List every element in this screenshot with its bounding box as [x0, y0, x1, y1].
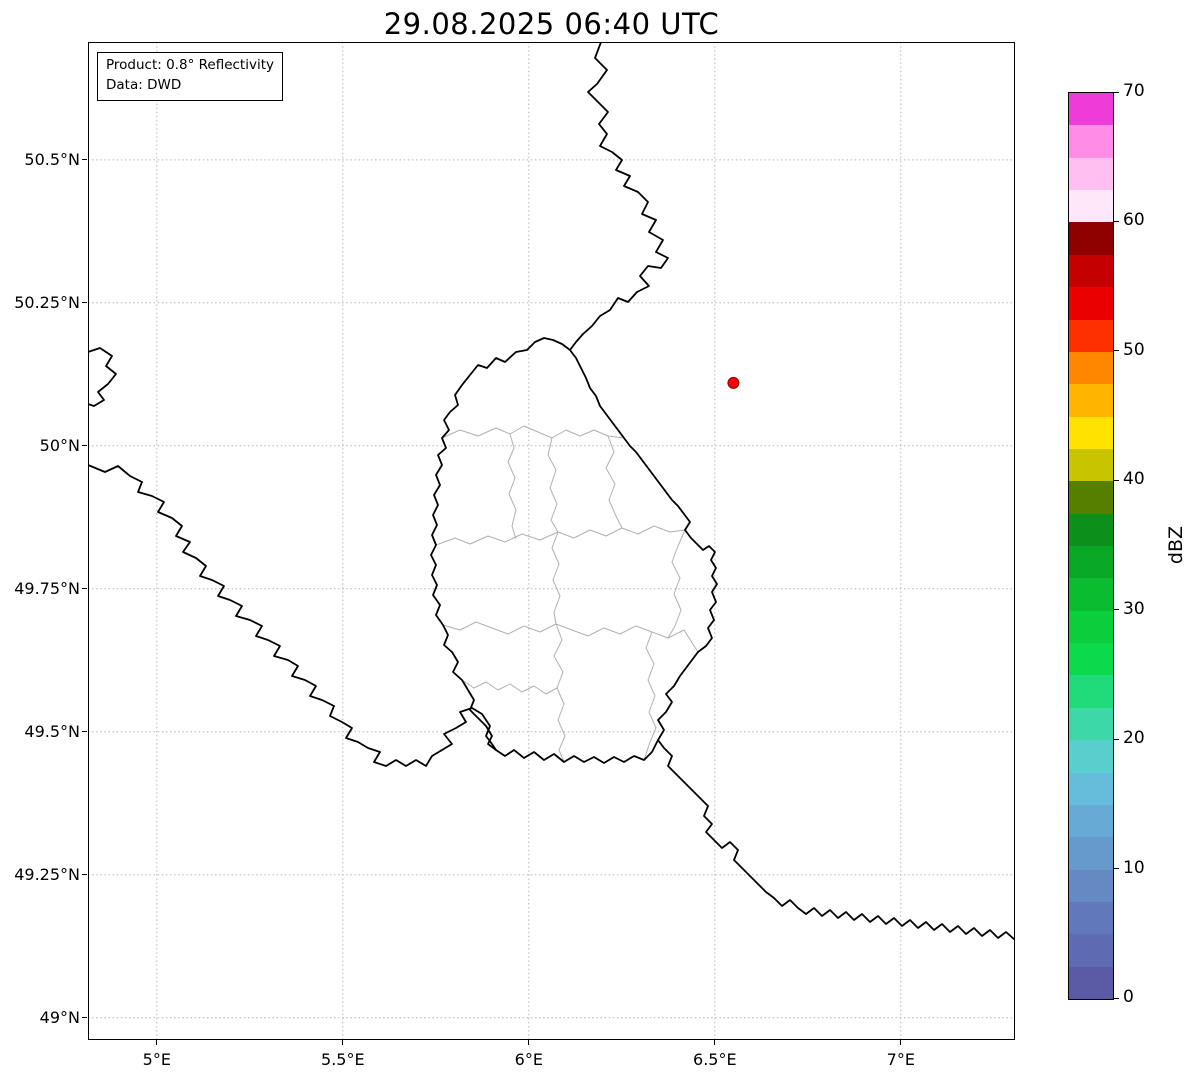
- y-axis-tick-label: 49°N: [39, 1007, 80, 1027]
- colorbar-segment: [1069, 772, 1113, 805]
- border-france-germany: [657, 739, 1015, 941]
- colorbar-segment: [1069, 481, 1113, 514]
- border-belgium-germany: [569, 42, 669, 351]
- colorbar-segment: [1069, 190, 1113, 223]
- y-axis-tick: [82, 588, 87, 590]
- y-axis-tick: [82, 302, 87, 304]
- colorbar-segment: [1069, 125, 1113, 158]
- colorbar-tick: [1114, 350, 1119, 352]
- colorbar-segment: [1069, 384, 1113, 417]
- gridlines-layer: [88, 42, 1015, 1040]
- x-axis-tick-label: 6.5°E: [693, 1050, 737, 1069]
- colorbar-tick-label: 70: [1123, 81, 1145, 101]
- colorbar-segment: [1069, 448, 1113, 482]
- map-plot-area: Product: 0.8° Reflectivity Data: DWD: [88, 42, 1015, 1040]
- y-axis-tick: [82, 445, 87, 447]
- colorbar-tick: [1114, 609, 1119, 611]
- colorbar-segment: [1069, 254, 1113, 288]
- y-axis-tick-label: 50.5°N: [24, 149, 80, 169]
- colorbar-axis-label: dBZ: [1165, 525, 1187, 565]
- colorbar-tick-label: 60: [1123, 210, 1145, 231]
- colorbar: [1068, 92, 1114, 1000]
- x-axis-tick: [900, 1040, 902, 1045]
- y-axis-tick-label: 49.25°N: [14, 864, 80, 884]
- colorbar-segment: [1069, 546, 1113, 579]
- colorbar-segment: [1069, 578, 1113, 611]
- plot-frame: [88, 42, 1015, 1040]
- y-axis-tick: [82, 731, 87, 733]
- colorbar-tick-label: 0: [1123, 987, 1134, 1007]
- colorbar-segment: [1069, 869, 1113, 902]
- colorbar-segment: [1069, 901, 1113, 935]
- y-axis-tick-label: 49.75°N: [14, 578, 80, 598]
- x-axis-tick-label: 7°E: [886, 1050, 915, 1069]
- y-axis-tick-label: 50°N: [39, 435, 80, 455]
- colorbar-tick: [1114, 220, 1119, 222]
- colorbar-segment: [1069, 966, 1113, 1000]
- border-france-belgium: [88, 464, 497, 767]
- luxembourg-canton-borders: [435, 425, 699, 763]
- colorbar-segment: [1069, 222, 1113, 255]
- colorbar-segment: [1069, 643, 1113, 676]
- radar-site-marker: [727, 376, 740, 389]
- colorbar-segment: [1069, 157, 1113, 191]
- border-luxembourg: [430, 337, 718, 764]
- border-france-belgium-givet: [88, 347, 117, 407]
- colorbar-segment: [1069, 804, 1113, 838]
- colorbar-segment: [1069, 93, 1113, 126]
- colorbar-segment: [1069, 707, 1113, 741]
- x-axis-tick: [714, 1040, 716, 1045]
- colorbar-segment: [1069, 934, 1113, 967]
- colorbar-segment: [1069, 837, 1113, 870]
- colorbar-tick: [1114, 738, 1119, 740]
- colorbar-tick-label: 10: [1123, 857, 1145, 878]
- colorbar-segment: [1069, 287, 1113, 320]
- colorbar-tick: [1114, 868, 1119, 870]
- y-axis-tick-label: 49.5°N: [24, 721, 80, 741]
- product-info-box: Product: 0.8° Reflectivity Data: DWD: [97, 52, 283, 102]
- colorbar-tick: [1114, 997, 1119, 999]
- x-axis-tick-label: 5.5°E: [321, 1050, 365, 1069]
- x-axis-tick: [156, 1040, 158, 1045]
- x-axis-tick-label: 5°E: [142, 1050, 171, 1069]
- plot-title: 29.08.2025 06:40 UTC: [383, 7, 720, 41]
- colorbar-segment: [1069, 416, 1113, 449]
- colorbar-tick-label: 20: [1123, 728, 1145, 749]
- map-canvas: [88, 42, 1015, 1040]
- colorbar-tick-label: 50: [1123, 339, 1145, 360]
- y-axis-tick: [82, 1017, 87, 1019]
- data-source-line: Data: DWD: [106, 76, 182, 93]
- colorbar-segment: [1069, 610, 1113, 644]
- product-info-line: Product: 0.8° Reflectivity: [106, 57, 274, 73]
- x-axis-tick-label: 6°E: [514, 1050, 543, 1069]
- colorbar-tick-label: 40: [1123, 469, 1145, 490]
- y-axis-tick-label: 50.25°N: [14, 292, 80, 312]
- y-axis-tick: [82, 159, 87, 161]
- x-axis-tick: [342, 1040, 344, 1045]
- colorbar-tick: [1114, 479, 1119, 481]
- colorbar-tick: [1114, 91, 1119, 93]
- colorbar-segment: [1069, 740, 1113, 773]
- colorbar-segment: [1069, 351, 1113, 385]
- x-axis-tick: [528, 1040, 530, 1045]
- y-axis-tick: [82, 874, 87, 876]
- colorbar-tick-label: 30: [1123, 598, 1145, 619]
- colorbar-segment: [1069, 675, 1113, 708]
- colorbar-segment: [1069, 319, 1113, 352]
- colorbar-segment: [1069, 513, 1113, 547]
